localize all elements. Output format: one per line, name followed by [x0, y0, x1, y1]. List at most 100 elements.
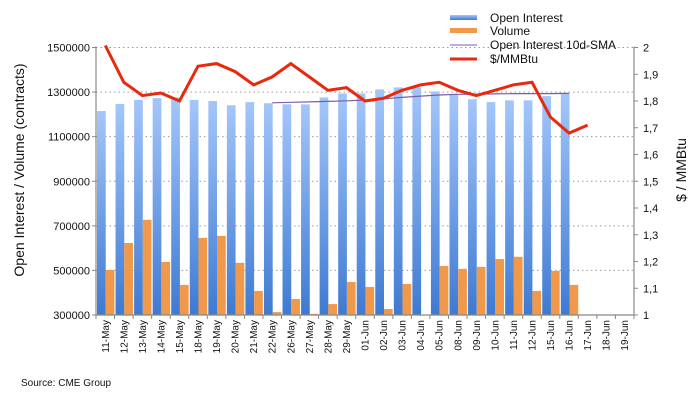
x-tick-label: 20-May: [231, 320, 242, 353]
x-tick-label: 22-May: [268, 320, 279, 353]
y2-tick-label: 1,1: [643, 283, 658, 295]
open-interest-bar: [245, 102, 255, 315]
x-tick-label: 21-May: [249, 320, 260, 353]
legend-item-open-interest: Open Interest: [450, 11, 563, 25]
open-interest-bar: [393, 87, 403, 315]
volume-bar: [161, 261, 171, 315]
x-tick-label: 12-Jun: [528, 320, 539, 351]
x-tick-label: 17-Jun: [583, 320, 594, 351]
volume-bar: [124, 242, 133, 315]
volume-bar: [569, 284, 579, 315]
open-interest-bar: [171, 97, 180, 315]
x-tick-label: 10-Jun: [490, 320, 501, 351]
legend: Open Interest Volume Open Interest 10d-S…: [450, 11, 616, 66]
volume-bar: [365, 286, 375, 315]
legend-item-price: $/MMBtu: [450, 52, 538, 66]
x-tick-label: 11-May: [101, 320, 112, 353]
open-interest-bar: [449, 93, 459, 315]
x-tick-label: 11-Jun: [509, 320, 520, 350]
y-tick-label: 1100000: [48, 132, 90, 144]
volume-bar: [346, 282, 356, 315]
volume-bar: [532, 290, 542, 315]
open-interest-bar: [282, 104, 292, 315]
y-tick-label: 900000: [53, 176, 90, 188]
series-lines: [103, 44, 589, 135]
volume-bar: [476, 266, 486, 315]
open-interest-bar: [560, 93, 570, 315]
open-interest-bar: [486, 102, 496, 315]
x-tick-label: 26-May: [286, 320, 297, 353]
x-tick-label: 03-Jun: [398, 320, 409, 351]
x-tick-label: 29-May: [342, 320, 353, 353]
open-interest-bar: [301, 104, 310, 315]
open-interest-bar: [468, 99, 477, 315]
legend-label-volume: Volume: [490, 24, 530, 38]
x-tick-label: 14-May: [156, 320, 167, 353]
open-interest-bar: [505, 100, 514, 315]
open-interest-bar: [542, 96, 551, 316]
open-interest-bar: [263, 103, 273, 316]
right-axis-ticks: 1 1,1 1,2 1,3 1,4 1,5 1,6 1,7 1,8 1,9 2: [634, 43, 658, 322]
open-interest-bar: [523, 100, 533, 315]
x-tick-label: 16-Jun: [565, 320, 576, 351]
open-interest-bar: [338, 93, 347, 315]
volume-bar: [254, 290, 263, 315]
y2-tick-label: 1,5: [643, 176, 658, 188]
open-interest-bar: [430, 91, 440, 315]
y2-tick-label: 1,6: [643, 150, 658, 162]
volume-bar: [272, 312, 282, 315]
x-tick-label: 18-May: [194, 320, 205, 353]
volume-bar: [198, 237, 208, 315]
x-tick-label: 02-Jun: [379, 320, 390, 351]
volume-bar: [495, 259, 505, 315]
legend-item-sma: Open Interest 10d-SMA: [450, 38, 616, 52]
volume-bar: [383, 308, 393, 315]
volume-bar: [179, 284, 189, 315]
x-tick-label: 09-Jun: [472, 320, 483, 351]
y2-axis-title: $ / MMBtu: [673, 138, 689, 202]
y-tick-label: 1300000: [47, 87, 90, 99]
y2-tick-label: 1,7: [643, 123, 658, 135]
open-interest-bar: [97, 111, 106, 315]
x-tick-label: 15-Jun: [546, 320, 557, 351]
open-interest-bar: [226, 105, 236, 316]
x-tick-label: 15-May: [175, 320, 186, 353]
open-interest-bars: [97, 87, 570, 316]
volume-bar: [402, 284, 412, 315]
x-tick-label: 19-Jun: [620, 320, 631, 351]
x-tick-label: 18-Jun: [602, 320, 613, 351]
y2-tick-label: 1,8: [643, 96, 658, 108]
open-interest-bar: [189, 99, 199, 316]
volume-bar: [550, 270, 560, 315]
y2-tick-label: 1: [643, 310, 649, 322]
x-axis-ticks: 11-May 12-May 13-May 14-May 15-May 18-May 19-M…: [95, 315, 635, 353]
y2-tick-label: 2: [643, 43, 649, 55]
x-tick-label: 05-Jun: [435, 320, 446, 351]
y-tick-label: 300000: [53, 310, 90, 322]
open-interest-bar: [319, 97, 329, 315]
y-tick-label: 1500000: [47, 43, 90, 55]
volume-bar: [217, 235, 226, 315]
x-tick-label: 12-May: [119, 320, 130, 353]
source-note: Source: CME Group: [21, 378, 112, 389]
open-interest-bar: [375, 89, 384, 316]
legend-label-open-interest: Open Interest: [490, 11, 563, 25]
open-interest-bar: [134, 99, 143, 316]
volume-bar: [513, 256, 523, 315]
volume-bar: [458, 268, 467, 315]
open-interest-bar: [152, 98, 162, 315]
y-axis-title: Open Interest / Volume (contracts): [11, 63, 27, 276]
volume-bar: [235, 262, 245, 315]
legend-label-price: $/MMBtu: [490, 52, 538, 66]
volume-bar: [439, 265, 449, 315]
y2-tick-label: 1,4: [643, 203, 658, 215]
x-tick-label: 27-May: [305, 320, 316, 353]
left-axis-ticks: 300000 500000 700000 900000 1100000 1300000 15…: [47, 43, 96, 322]
open-interest-bar: [115, 103, 125, 315]
legend-swatch-volume: [450, 28, 477, 33]
volume-bar: [142, 219, 152, 315]
y-tick-label: 500000: [53, 265, 90, 277]
y2-tick-label: 1,2: [643, 257, 658, 269]
legend-swatch-open-interest: [450, 15, 477, 20]
